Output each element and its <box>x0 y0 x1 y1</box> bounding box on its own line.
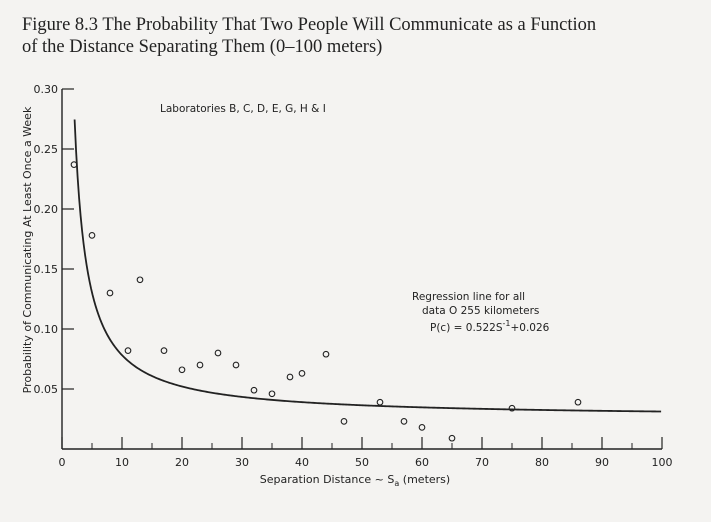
y-axis-label: Probability of Communicating At Least On… <box>21 106 34 393</box>
x-tick-label: 0 <box>59 456 66 469</box>
annotation-laboratories: Laboratories B, C, D, E, G, H & I <box>160 103 326 115</box>
data-points <box>70 161 582 442</box>
x-axis-label-sub: a <box>394 479 399 488</box>
y-tick-label: 0.25 <box>34 143 59 156</box>
x-tick-label: 10 <box>115 456 129 469</box>
x-tick-label: 90 <box>595 456 609 469</box>
chart-axes <box>61 89 662 450</box>
data-point <box>448 434 456 442</box>
y-tick-label: 0.10 <box>34 323 59 336</box>
data-point <box>322 350 330 358</box>
regression-formula-sup: -1 <box>503 319 511 328</box>
y-tick-label: 0.05 <box>34 383 59 396</box>
regression-curve <box>73 119 662 413</box>
data-point <box>508 404 516 412</box>
data-point <box>250 386 258 394</box>
y-tick-label: 0.30 <box>34 83 59 96</box>
chart-ticks: 0 10 20 30 40 50 60 70 80 90 100 0.05 0.10 0.15 0.20 0.… <box>34 83 673 469</box>
regression-label-line-2: data O 255 kilometers <box>422 305 539 317</box>
data-point <box>214 349 222 357</box>
x-axis-label: Separation Distance ~ Sa (meters) <box>260 473 450 488</box>
x-axis-label-main: Separation Distance ~ S <box>260 473 395 486</box>
x-tick-label: 60 <box>415 456 429 469</box>
regression-label-line-3: P(c) = 0.522S-1+0.026 <box>430 319 550 334</box>
data-point <box>286 373 294 381</box>
data-point <box>88 232 96 239</box>
data-point <box>298 370 306 377</box>
data-point <box>178 366 186 374</box>
regression-label-line-1: Regression line for all <box>412 291 525 303</box>
x-tick-label: 40 <box>295 456 309 469</box>
data-point <box>196 361 204 369</box>
caption-line-1: Figure 8.3 The Probability That Two Peop… <box>22 15 597 35</box>
caption-line-2: of the Distance Separating Them (0–100 m… <box>22 37 383 57</box>
x-tick-label: 100 <box>652 456 673 469</box>
data-point <box>340 418 348 425</box>
regression-formula-end: +0.026 <box>510 322 549 334</box>
data-point <box>574 398 582 406</box>
data-point <box>376 398 384 406</box>
data-point <box>400 418 408 425</box>
y-tick-label: 0.15 <box>34 263 59 276</box>
x-tick-label: 50 <box>355 456 369 469</box>
data-point <box>106 289 114 297</box>
x-tick-label: 70 <box>475 456 489 469</box>
x-tick-label: 20 <box>175 456 189 469</box>
x-tick-label: 80 <box>535 456 549 469</box>
data-point <box>232 361 240 369</box>
data-point <box>136 276 144 284</box>
data-point <box>418 424 426 431</box>
y-tick-label: 0.20 <box>34 203 59 216</box>
data-point <box>70 161 78 168</box>
data-point <box>268 390 276 398</box>
figure-caption: Figure 8.3 The Probability That Two Peop… <box>22 14 682 58</box>
data-point <box>124 347 132 354</box>
x-tick-label: 30 <box>235 456 249 469</box>
x-axis-label-suffix: (meters) <box>399 473 450 486</box>
data-point <box>160 347 168 354</box>
regression-formula-main: P(c) = 0.522S <box>430 322 503 334</box>
